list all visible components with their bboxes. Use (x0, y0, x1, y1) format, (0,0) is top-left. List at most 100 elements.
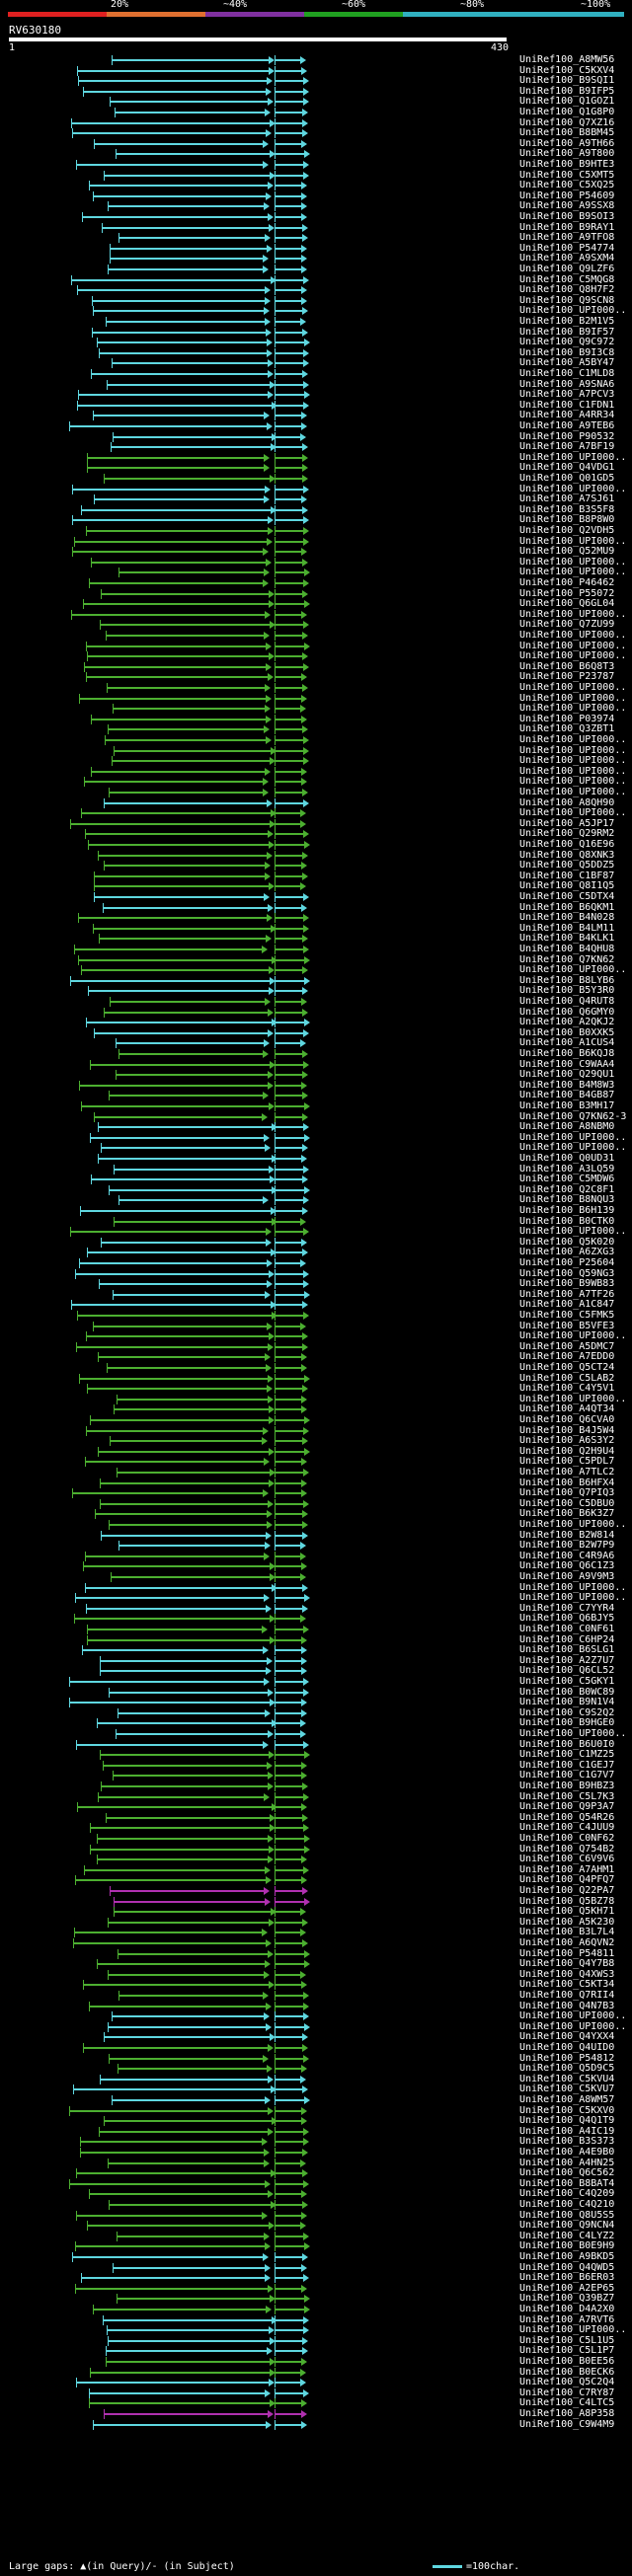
hit-row[interactable]: UniRef100_UPI000.. (0, 1143, 632, 1154)
hit-row[interactable]: UniRef100_C4JUU9 (0, 1823, 632, 1834)
hit-row[interactable]: UniRef100_A6S3Y2 (0, 1436, 632, 1447)
hit-row[interactable]: UniRef100_Q6BJY5 (0, 1614, 632, 1625)
hit-accession[interactable]: UniRef100_B3S5F8 (519, 503, 615, 515)
hit-row[interactable]: UniRef100_UPI000.. (0, 807, 632, 819)
hit-row[interactable]: UniRef100_UPI000.. (0, 1582, 632, 1593)
hit-row[interactable]: UniRef100_Q7KN62-3 (0, 1111, 632, 1122)
hit-row[interactable]: UniRef100_B9HBZ3 (0, 1781, 632, 1791)
hit-accession[interactable]: UniRef100_A2Z7U7 (519, 1654, 615, 1666)
hit-accession[interactable]: UniRef100_A7AHM1 (519, 1863, 615, 1875)
hit-accession[interactable]: UniRef100_C9WAA4 (519, 1058, 615, 1070)
hit-accession[interactable]: UniRef100_Q4QWD5 (519, 2261, 615, 2273)
hit-row[interactable]: UniRef100_B6K3Z7 (0, 1509, 632, 1520)
hit-row[interactable]: UniRef100_B6ER03 (0, 2272, 632, 2284)
hit-row[interactable]: UniRef100_Q4XWS3 (0, 1969, 632, 1980)
hit-accession[interactable]: UniRef100_B6ER03 (519, 2272, 615, 2284)
hit-row[interactable]: UniRef100_C5XMT5 (0, 170, 632, 181)
hit-row[interactable]: UniRef100_B6HFX4 (0, 1477, 632, 1488)
hit-row[interactable]: UniRef100_Q9LZF6 (0, 265, 632, 274)
hit-accession[interactable]: UniRef100_B4J5W4 (519, 1424, 615, 1436)
hit-row[interactable]: UniRef100_C5L1P7 (0, 2345, 632, 2357)
hit-accession[interactable]: UniRef100_B4GB87 (519, 1090, 615, 1101)
hit-row[interactable]: UniRef100_C9S2Q2 (0, 1707, 632, 1718)
hit-accession[interactable]: UniRef100_A9T800 (519, 148, 615, 160)
hit-accession[interactable]: UniRef100_C9W4M9 (519, 2418, 615, 2430)
hit-accession[interactable]: UniRef100_Q5C2Q4 (519, 2377, 615, 2388)
hit-accession[interactable]: UniRef100_A8MW56 (519, 54, 615, 65)
hit-row[interactable]: UniRef100_Q5CT24 (0, 1363, 632, 1373)
hit-accession[interactable]: UniRef100_C4LTC5 (519, 2397, 615, 2409)
hit-accession[interactable]: UniRef100_A9TFO8 (519, 232, 615, 244)
hit-row[interactable]: UniRef100_B4KLK1 (0, 934, 632, 945)
hit-row[interactable]: UniRef100_B2W7P9 (0, 1540, 632, 1552)
hit-accession[interactable]: UniRef100_B2M1V5 (519, 316, 615, 327)
hit-accession[interactable]: UniRef100_C5L1P7 (519, 2345, 615, 2357)
hit-row[interactable]: UniRef100_A4RR34 (0, 411, 632, 421)
hit-accession[interactable]: UniRef100_P25604 (519, 1257, 615, 1268)
hit-row[interactable]: UniRef100_Q5D9C5 (0, 2064, 632, 2075)
hit-row[interactable]: UniRef100_A8WM57 (0, 2095, 632, 2105)
hit-accession[interactable]: UniRef100_P54811 (519, 1947, 615, 1959)
hit-row[interactable]: UniRef100_A7EDD0 (0, 1352, 632, 1363)
hit-row[interactable]: UniRef100_B2W814 (0, 1530, 632, 1541)
hit-row[interactable]: UniRef100_UPI000.. (0, 965, 632, 976)
hit-accession[interactable]: UniRef100_C4Y5V1 (519, 1383, 615, 1395)
hit-accession[interactable]: UniRef100_A9BKD5 (519, 2251, 615, 2262)
hit-row[interactable]: UniRef100_Q59NG3 (0, 1268, 632, 1279)
hit-row[interactable]: UniRef100_C5XQ25 (0, 181, 632, 191)
hit-accession[interactable]: UniRef100_A5BY47 (519, 357, 615, 369)
hit-row[interactable]: UniRef100_B9WB83 (0, 1279, 632, 1290)
hit-row[interactable]: UniRef100_A5BY47 (0, 357, 632, 369)
hit-accession[interactable]: UniRef100_UPI000.. (519, 1131, 627, 1143)
hit-accession[interactable]: UniRef100_UPI000.. (519, 305, 627, 317)
hit-accession[interactable]: UniRef100_D4A2X0 (519, 2304, 615, 2314)
hit-row[interactable]: UniRef100_C0NF61 (0, 1625, 632, 1634)
hit-accession[interactable]: UniRef100_B6H139 (519, 1205, 615, 1216)
hit-row[interactable]: UniRef100_B9SOI3 (0, 212, 632, 222)
hit-accession[interactable]: UniRef100_UPI000.. (519, 640, 627, 651)
hit-row[interactable]: UniRef100_UPI000.. (0, 756, 632, 767)
hit-accession[interactable]: UniRef100_Q7XZ16 (519, 116, 615, 128)
hit-row[interactable]: UniRef100_UPI000.. (0, 452, 632, 463)
hit-accession[interactable]: UniRef100_Q9P3A7 (519, 1801, 615, 1813)
hit-accession[interactable]: UniRef100_P23787 (519, 671, 615, 683)
hit-accession[interactable]: UniRef100_Q6GL04 (519, 598, 615, 610)
hit-accession[interactable]: UniRef100_A5JP17 (519, 817, 615, 829)
hit-row[interactable]: UniRef100_UPI000.. (0, 2325, 632, 2336)
hit-accession[interactable]: UniRef100_B3MH17 (519, 1100, 615, 1111)
hit-accession[interactable]: UniRef100_Q5DDZ5 (519, 860, 615, 871)
hit-row[interactable]: UniRef100_Q16E96 (0, 840, 632, 850)
hit-accession[interactable]: UniRef100_B8P8W0 (519, 514, 615, 526)
hit-row[interactable]: UniRef100_UPI000.. (0, 1520, 632, 1530)
hit-row[interactable]: UniRef100_Q7RII4 (0, 1991, 632, 2001)
hit-row[interactable]: UniRef100_Q29QU1 (0, 1070, 632, 1081)
hit-row[interactable]: UniRef100_P54609 (0, 190, 632, 201)
hit-row[interactable]: UniRef100_B9RAY1 (0, 222, 632, 233)
hit-accession[interactable]: UniRef100_B2W7P9 (519, 1540, 615, 1552)
hit-row[interactable]: UniRef100_A4QT34 (0, 1403, 632, 1415)
hit-row[interactable]: UniRef100_P46462 (0, 578, 632, 588)
hit-accession[interactable]: UniRef100_Q9SCN8 (519, 294, 615, 306)
hit-accession[interactable]: UniRef100_A4QT34 (519, 1403, 615, 1415)
hit-row[interactable]: UniRef100_B4GB87 (0, 1090, 632, 1101)
hit-accession[interactable]: UniRef100_Q4Q1T9 (519, 2115, 615, 2127)
hit-row[interactable]: UniRef100_Q4N7B3 (0, 2001, 632, 2011)
hit-row[interactable]: UniRef100_C5KVU7 (0, 2084, 632, 2095)
hit-row[interactable]: UniRef100_Q01GD5 (0, 474, 632, 484)
hit-row[interactable]: UniRef100_Q6GMY0 (0, 1007, 632, 1018)
hit-accession[interactable]: UniRef100_C5KXV4 (519, 64, 615, 76)
hit-row[interactable]: UniRef100_A6QVN2 (0, 1938, 632, 1948)
hit-accession[interactable]: UniRef100_B8LYB6 (519, 974, 615, 986)
hit-accession[interactable]: UniRef100_Q9NCN4 (519, 2220, 615, 2232)
hit-accession[interactable]: UniRef100_P55072 (519, 587, 615, 599)
hit-accession[interactable]: UniRef100_Q4VDG1 (519, 462, 615, 474)
hit-accession[interactable]: UniRef100_Q5CT24 (519, 1362, 615, 1373)
hit-row[interactable]: UniRef100_B9SQI1 (0, 76, 632, 87)
hit-row[interactable]: UniRef100_Q4VDG1 (0, 462, 632, 474)
hit-row[interactable]: UniRef100_B3MH17 (0, 1101, 632, 1111)
hit-row[interactable]: UniRef100_Q2VDH5 (0, 526, 632, 536)
hit-accession[interactable]: UniRef100_B9SOI3 (519, 211, 615, 222)
hit-row[interactable]: UniRef100_C5LAB2 (0, 1373, 632, 1384)
hit-accession[interactable]: UniRef100_UPI000.. (519, 807, 627, 819)
hit-accession[interactable]: UniRef100_Q7PIQ3 (519, 1487, 615, 1499)
